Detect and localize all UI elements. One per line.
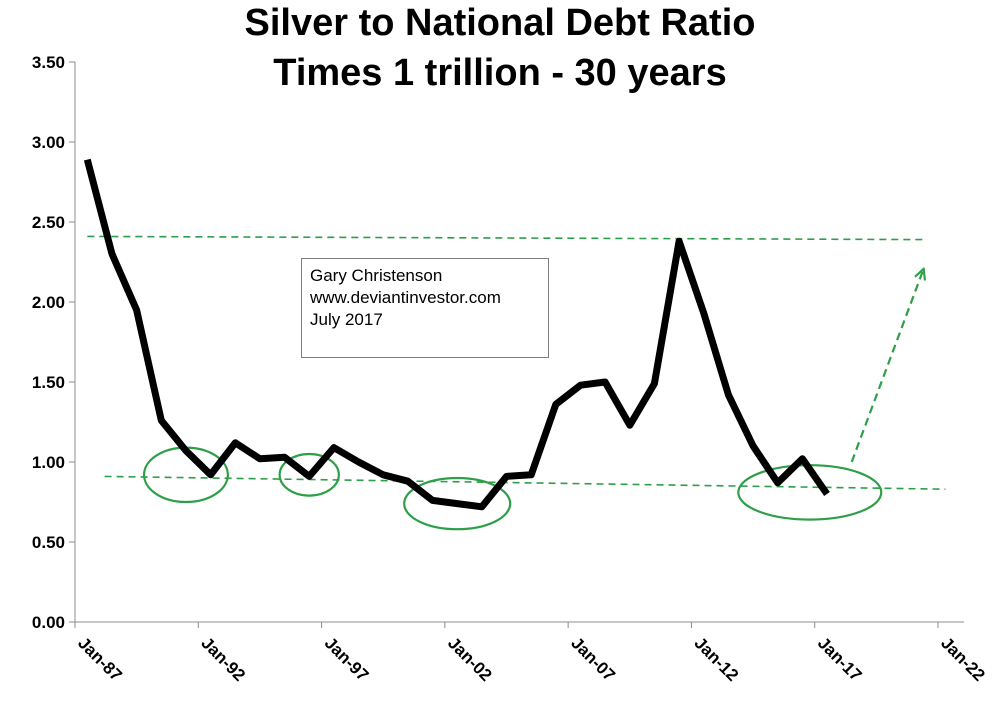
x-tick-label: Jan-87 bbox=[74, 633, 126, 685]
y-tick-label: 0.00 bbox=[32, 613, 65, 632]
chart-title-line-1: Silver to National Debt Ratio bbox=[244, 2, 756, 44]
chart-title-line-2: Times 1 trillion - 30 years bbox=[273, 52, 727, 94]
annotation-date: July 2017 bbox=[310, 310, 383, 329]
highlight-circle bbox=[142, 446, 229, 504]
x-tick-label: Jan-97 bbox=[321, 633, 373, 685]
x-tick-label: Jan-22 bbox=[937, 633, 989, 685]
highlight-circle bbox=[403, 476, 512, 531]
x-tick-label: Jan-92 bbox=[197, 633, 249, 685]
annotation-website: www.deviantinvestor.com bbox=[310, 288, 501, 307]
x-tick-label: Jan-07 bbox=[567, 633, 619, 685]
y-tick-label: 3.50 bbox=[32, 53, 65, 72]
y-tick-label: 2.00 bbox=[32, 293, 65, 312]
annotation-box: Gary Christenson www.deviantinvestor.com… bbox=[301, 258, 549, 358]
annotation-author: Gary Christenson bbox=[310, 266, 443, 285]
trendline-upper-resistance bbox=[87, 235, 926, 241]
y-tick-label: 3.00 bbox=[32, 133, 65, 152]
y-tick-label: 0.50 bbox=[32, 533, 65, 552]
y-tick-label: 1.00 bbox=[32, 453, 65, 472]
x-tick-label: Jan-02 bbox=[444, 633, 496, 685]
y-tick-label: 1.50 bbox=[32, 373, 65, 392]
highlight-circle bbox=[278, 452, 340, 497]
x-tick-label: Jan-17 bbox=[814, 633, 866, 685]
projection-arrow bbox=[850, 270, 924, 463]
trendline-lower-support bbox=[104, 475, 946, 490]
y-tick-label: 2.50 bbox=[32, 213, 65, 232]
x-tick-label: Jan-12 bbox=[691, 633, 743, 685]
